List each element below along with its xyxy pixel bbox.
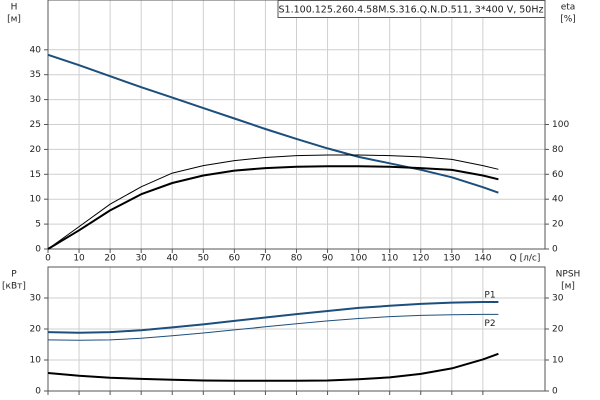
x-tick-label: 70 <box>260 254 272 264</box>
y2-tick-label: 60 <box>552 170 564 180</box>
y2-tick-label: 20 <box>552 325 564 335</box>
y-tick-label: 30 <box>30 294 42 304</box>
y-tick-label: 20 <box>30 145 42 155</box>
title-box <box>277 0 546 18</box>
x-tick-label: 100 <box>350 254 367 264</box>
y-tick-label: 0 <box>35 245 41 255</box>
curve <box>47 352 499 382</box>
y-axis-unit: [м] <box>7 15 21 25</box>
x-tick-label: 40 <box>167 254 179 264</box>
y2-tick-label: 100 <box>552 120 569 130</box>
curve-label: P2 <box>484 319 495 329</box>
x-tick-label: 120 <box>412 254 429 264</box>
y2-tick-label: 30 <box>552 294 564 304</box>
x-tick-label: 130 <box>443 254 460 264</box>
y-tick-label: 30 <box>30 95 42 105</box>
x-tick-label: 110 <box>381 254 398 264</box>
y2-tick-label: 20 <box>552 220 564 230</box>
x-tick-label: 10 <box>73 254 85 264</box>
y-tick-label: 25 <box>30 120 41 130</box>
chart-title: S1.100.125.260.4.58M.S.316.Q.N.D.511, 3*… <box>279 5 544 16</box>
y2-axis-label: NPSH <box>556 270 581 280</box>
curve <box>47 53 499 194</box>
y-axis-label: H <box>11 3 18 13</box>
curve-label: P1 <box>484 291 495 301</box>
x-axis-label: Q [л/с] <box>510 254 541 264</box>
y-tick-label: 15 <box>30 170 41 180</box>
x-tick-label: 30 <box>135 254 147 264</box>
y2-tick-label: 0 <box>552 245 558 255</box>
plot-frame <box>47 0 546 250</box>
y-tick-label: 5 <box>35 220 41 230</box>
y2-axis-label: eta <box>561 3 576 13</box>
y2-tick-label: 0 <box>552 387 558 397</box>
curve <box>47 165 499 250</box>
curve <box>47 313 499 341</box>
curve <box>47 154 499 250</box>
y-axis-unit: [кВт] <box>2 282 26 292</box>
y-axis-label: P <box>11 270 17 280</box>
curve <box>47 301 499 334</box>
x-tick-label: 60 <box>229 254 241 264</box>
y2-axis-unit: [м] <box>561 282 575 292</box>
x-tick-label: 90 <box>322 254 334 264</box>
y-tick-label: 20 <box>30 325 42 335</box>
x-tick-label: 50 <box>198 254 210 264</box>
x-tick-label: 80 <box>291 254 303 264</box>
y-tick-label: 0 <box>35 387 41 397</box>
y2-tick-label: 10 <box>552 356 564 366</box>
y-tick-label: 35 <box>30 70 41 80</box>
x-tick-label: 20 <box>104 254 116 264</box>
x-tick-label: 0 <box>45 254 51 264</box>
plot-frame <box>47 266 546 392</box>
y2-tick-label: 80 <box>552 145 564 155</box>
y-tick-label: 10 <box>30 356 42 366</box>
x-label-bg <box>506 252 544 264</box>
y-tick-label: 40 <box>30 45 42 55</box>
x-tick-label: 140 <box>474 254 491 264</box>
y-tick-label: 10 <box>30 195 42 205</box>
y2-tick-label: 40 <box>552 195 564 205</box>
y2-axis-unit: [%] <box>560 15 576 25</box>
